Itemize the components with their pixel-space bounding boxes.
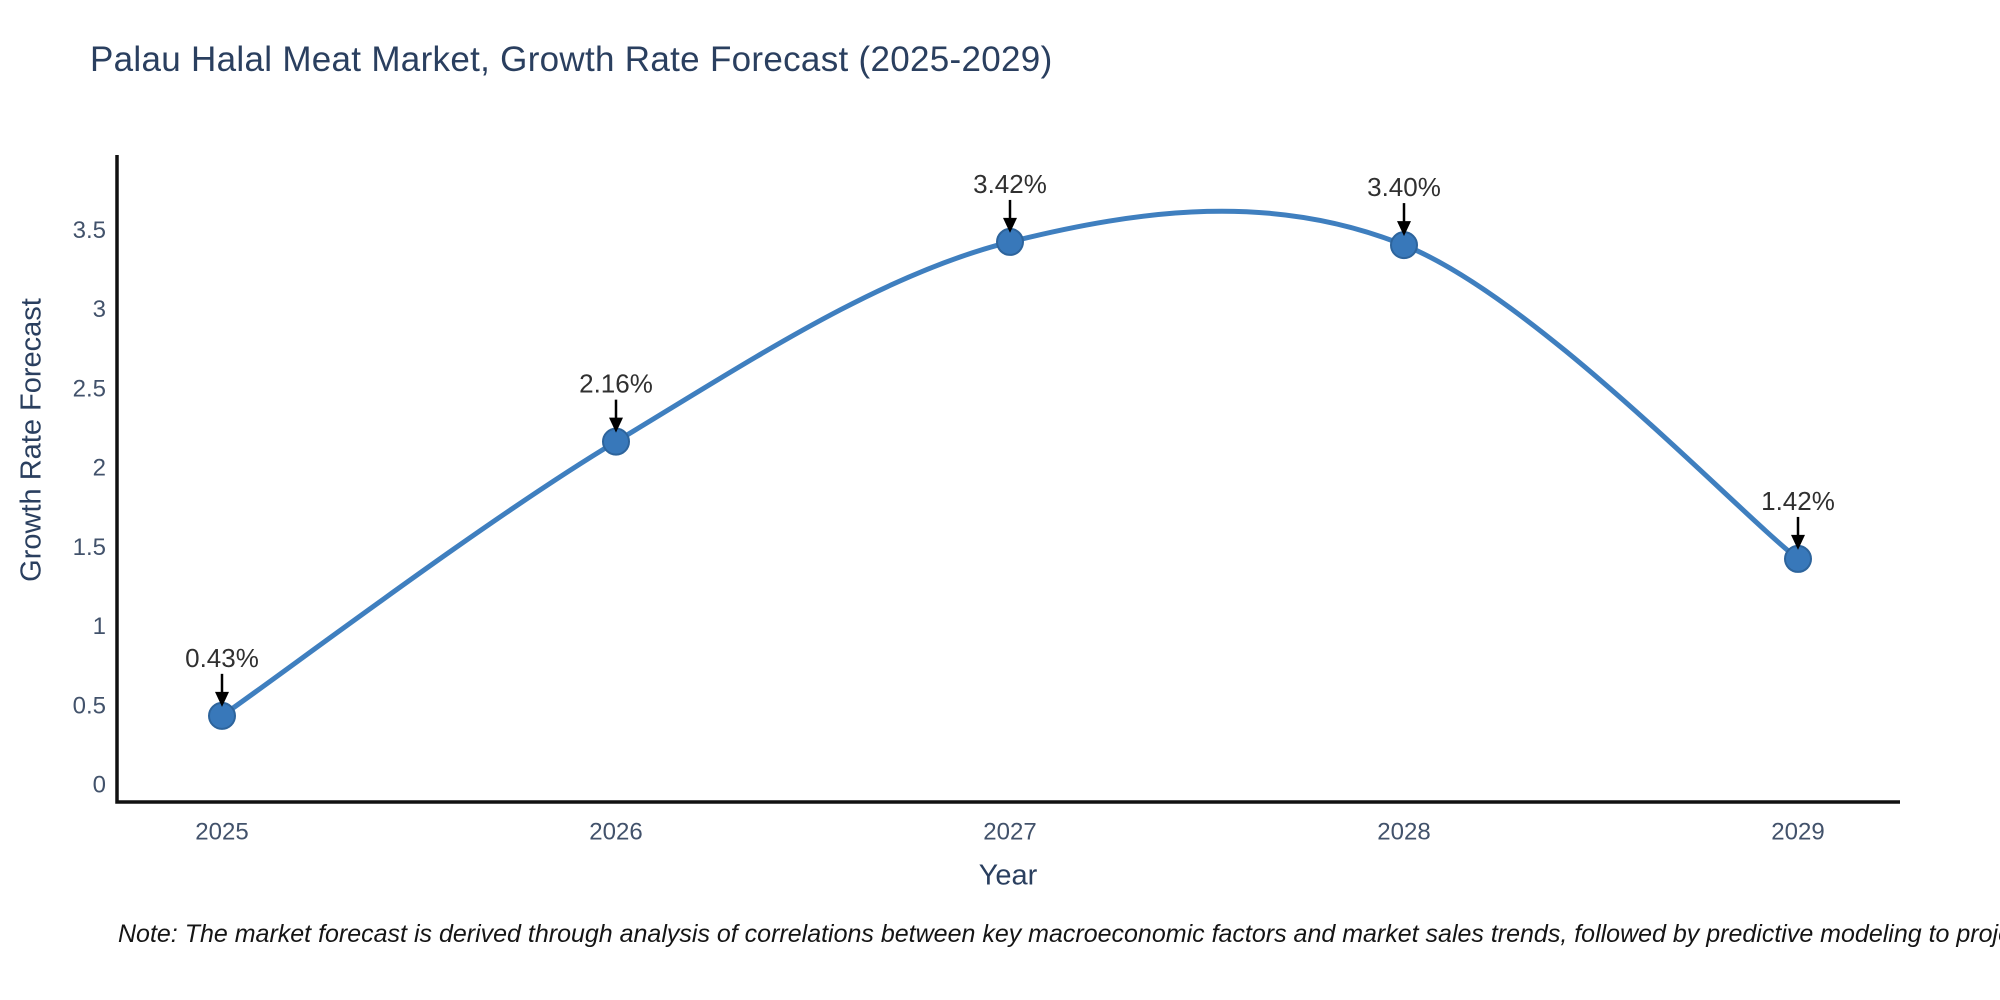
point-annotation-label: 2.16% bbox=[579, 369, 653, 399]
x-tick-label: 2025 bbox=[195, 819, 248, 846]
point-annotation-label: 3.42% bbox=[973, 169, 1047, 199]
x-tick-label: 2027 bbox=[983, 819, 1036, 846]
x-tick-label: 2029 bbox=[1771, 819, 1824, 846]
y-tick-label: 1.5 bbox=[73, 534, 106, 561]
trend-line bbox=[219, 208, 1801, 719]
x-tick-label: 2028 bbox=[1377, 819, 1430, 846]
y-axis-title: Growth Rate Forecast bbox=[15, 298, 48, 582]
y-tick-label: 0.5 bbox=[73, 692, 106, 719]
annotation-arrow-head bbox=[1791, 534, 1805, 550]
y-tick-label: 2 bbox=[93, 455, 106, 482]
annotation-arrow-head bbox=[1003, 217, 1017, 233]
y-tick-label: 3.5 bbox=[73, 217, 106, 244]
x-axis-title: Year bbox=[978, 859, 1038, 892]
y-tick-label: 0 bbox=[93, 772, 106, 799]
annotation-arrow-head bbox=[1397, 221, 1411, 237]
x-tick-label: 2026 bbox=[589, 819, 642, 846]
point-annotation-label: 3.40% bbox=[1367, 172, 1441, 202]
axis-lines bbox=[115, 155, 1900, 804]
footnote: Note: The market forecast is derived thr… bbox=[118, 920, 2000, 948]
annotation-arrow-head bbox=[215, 691, 229, 707]
y-tick-label: 1 bbox=[93, 613, 106, 640]
point-annotation-label: 1.42% bbox=[1761, 486, 1835, 516]
point-annotation-label: 0.43% bbox=[185, 643, 259, 673]
annotation-arrow-head bbox=[609, 417, 623, 433]
chart-title: Palau Halal Meat Market, Growth Rate For… bbox=[90, 40, 1053, 79]
y-tick-label: 3 bbox=[93, 296, 106, 323]
y-tick-label: 2.5 bbox=[73, 375, 106, 402]
